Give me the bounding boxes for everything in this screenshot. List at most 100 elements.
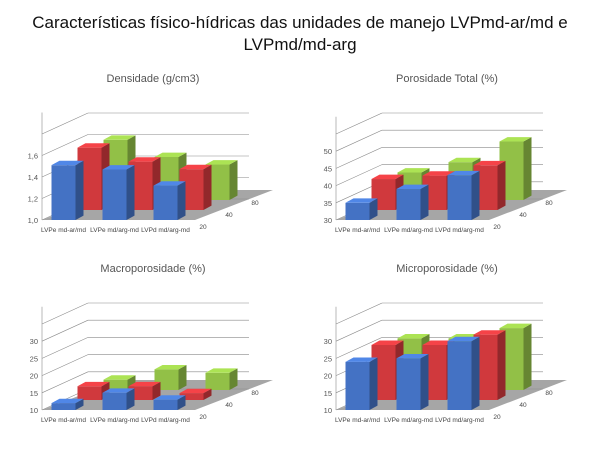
bar-densidade-20-1 (51, 160, 84, 220)
depth-label: 80 (545, 390, 553, 397)
category-label: LVPd md/arg-md (141, 227, 190, 234)
category-label: LVPe md/arg-md (90, 417, 139, 424)
bar-porosidade-total-20-3-front (447, 175, 472, 220)
bar-microporosidade-20-3-front (447, 341, 472, 410)
gridline-side (41, 337, 89, 359)
bar-microporosidade-20-2-front (396, 358, 421, 410)
depth-label: 80 (545, 200, 553, 207)
bar-densidade-40-1-top (77, 143, 110, 148)
bar-densidade-20-3 (153, 181, 186, 220)
bar-macroporosidade-80-3-front (205, 372, 230, 390)
y-tick-label: 45 (324, 164, 332, 173)
chart-porosidade-total: Porosidade Total (%) 30 35 40 45 50 LVPe md-ar… (302, 68, 592, 248)
category-label: LVPe md/arg-md (384, 227, 433, 234)
chart-title: Microporosidade (%) (396, 263, 497, 275)
bar-densidade-20-1-top (51, 160, 84, 166)
bar-macroporosidade-40-3 (179, 388, 212, 400)
bar-densidade-20-2 (102, 165, 135, 220)
gridline-side (335, 319, 383, 342)
bar-macroporosidade-20-3-side (177, 395, 186, 410)
bar-densidade-80-2-top (154, 152, 187, 157)
bar-macroporosidade-20-1-side (75, 398, 84, 410)
bar-porosidade-total-20-1-top (345, 198, 378, 203)
bar-microporosidade-40-3-side (497, 330, 506, 400)
chart-macroporosidade-svg: Macroporosidade (%) 10 15 20 25 30 LVPe md-ar/… (30, 263, 273, 424)
depth-label: 80 (251, 200, 259, 207)
bar-macroporosidade-20-2-front (102, 392, 127, 410)
figure-title-line1: Características físico-hídricas das unid… (32, 13, 568, 32)
y-tick-label: 25 (30, 354, 38, 363)
y-tick-label: 25 (324, 354, 332, 363)
bar-macroporosidade-20-3-front (153, 399, 178, 410)
bar-porosidade-total-40-3-side (497, 160, 506, 210)
bar-porosidade-total-20-1 (345, 198, 378, 220)
chart-title: Densidade (g/cm3) (107, 73, 200, 85)
gridline-side (335, 337, 383, 359)
bar-porosidade-total-40-1-top (371, 174, 404, 180)
bar-microporosidade-20-3-top (447, 336, 480, 342)
bar-microporosidade-80-3-top (499, 323, 532, 329)
chart-title: Macroporosidade (%) (100, 263, 205, 275)
bar-porosidade-total-20-2 (396, 184, 429, 220)
category-label: LVPd md/arg-md (435, 227, 484, 234)
bar-macroporosidade-20-3-top (153, 395, 186, 400)
gridline-side (41, 354, 89, 376)
bar-macroporosidade-80-2-side (178, 364, 187, 390)
bar-macroporosidade-20-2-side (126, 388, 135, 410)
category-label: LVPe md-ar/md (335, 417, 380, 424)
depth-label: 40 (225, 212, 233, 219)
bar-macroporosidade-20-2 (102, 388, 135, 410)
y-tick-label: 15 (324, 389, 332, 398)
bar-macroporosidade-20-1-front (51, 403, 76, 410)
bar-porosidade-total-80-3-top (499, 137, 532, 142)
bar-densidade-20-1-front (51, 165, 76, 220)
category-label: LVPe md/arg-md (384, 417, 433, 424)
bar-microporosidade-20-2-side (420, 354, 429, 410)
y-tick-label: 1,6 (28, 152, 38, 161)
depth-label: 20 (199, 414, 207, 421)
chart-title: Porosidade Total (%) (396, 73, 498, 85)
bar-macroporosidade-20-3 (153, 395, 186, 410)
bar-densidade-40-3-side (203, 164, 212, 210)
y-tick-label: 20 (30, 372, 38, 381)
bar-macroporosidade-40-3-front (179, 393, 204, 400)
bar-densidade-40-3-top (179, 164, 212, 170)
bar-macroporosidade-40-3-top (179, 388, 212, 394)
bar-porosidade-total-80-2-top (448, 157, 481, 163)
bar-microporosidade-20-3-side (471, 336, 480, 410)
depth-label: 80 (251, 390, 259, 397)
y-tick-label: 30 (324, 337, 332, 346)
y-tick-label: 1,2 (28, 195, 38, 204)
bar-macroporosidade-40-2-side (152, 381, 161, 400)
chart-macroporosidade: Macroporosidade (%) 10 15 20 25 30 LVPe md-ar/… (8, 258, 298, 438)
y-tick-label: 15 (30, 389, 38, 398)
gridline-side (335, 129, 383, 152)
chart-microporosidade: Microporosidade (%) 10 15 20 25 30 LVPe md-ar/… (302, 258, 592, 438)
y-tick-label: 35 (324, 199, 332, 208)
bar-microporosidade-20-1-top (345, 357, 378, 362)
bar-microporosidade-40-2-top (422, 340, 455, 345)
gridline-side (335, 302, 383, 325)
bar-macroporosidade-20-1-top (51, 398, 84, 404)
depth-label: 40 (519, 212, 527, 219)
y-tick-label: 10 (30, 406, 38, 415)
bar-densidade-20-3-front (153, 185, 178, 220)
gridline-side (335, 147, 383, 169)
chart-microporosidade-svg: Microporosidade (%) 10 15 20 25 30 LVPe md-ar/… (324, 263, 567, 424)
bar-macroporosidade-40-1-top (77, 381, 110, 387)
gridline-side (335, 164, 383, 186)
y-tick-label: 30 (324, 216, 332, 225)
figure-title-line2: LVPmd/md-arg (243, 35, 357, 54)
bar-macroporosidade-80-3 (205, 368, 238, 390)
bar-densidade-80-1-top (103, 135, 136, 140)
bar-porosidade-total-20-2-front (396, 189, 421, 220)
category-label: LVPe md-ar/md (335, 227, 380, 234)
y-tick-label: 10 (324, 406, 332, 415)
bar-macroporosidade-80-1-top (103, 375, 136, 380)
bar-porosidade-total-20-2-top (396, 184, 429, 190)
chart-densidade-svg: Densidade (g/cm3) 1,0 1,2 1,4 1,6 LVPe md-ar/… (28, 73, 273, 234)
gridline-side (41, 134, 89, 156)
category-label: LVPe md-ar/md (41, 417, 86, 424)
y-tick-label: 1,4 (28, 173, 38, 182)
bar-macroporosidade-80-3-top (205, 368, 238, 373)
